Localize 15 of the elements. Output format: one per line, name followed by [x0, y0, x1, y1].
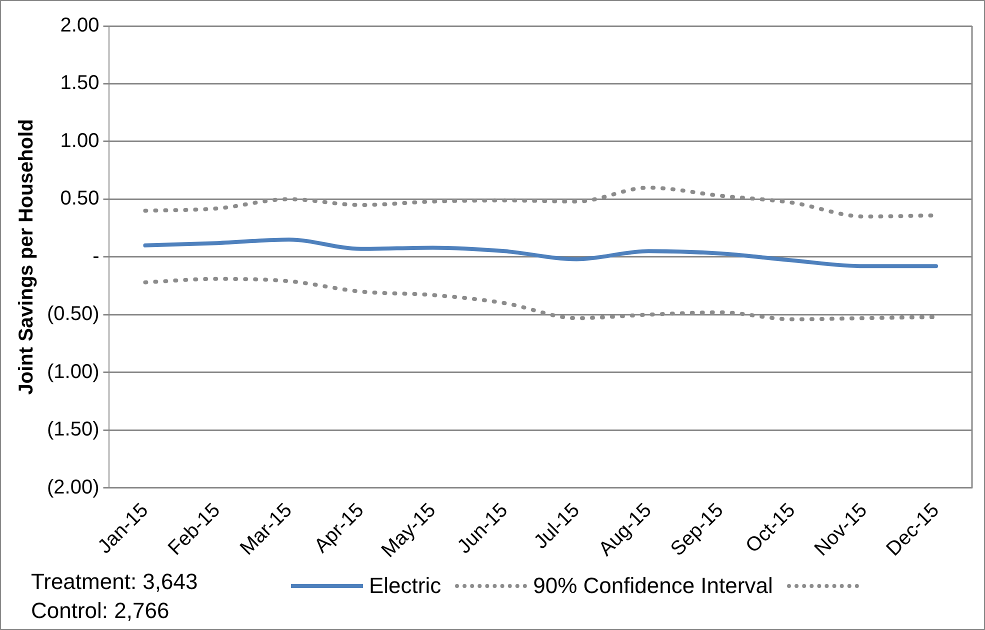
text: Control: 2,766: [31, 597, 170, 625]
y-tick-label: 1.00: [60, 130, 100, 152]
y-tick-label: -: [92, 245, 100, 268]
text: Treatment: 3,643: [31, 568, 198, 596]
line-series: [143, 238, 938, 268]
legend-label: 90% Confidence Interval: [533, 573, 773, 599]
y-tick-label: (1.50): [46, 418, 100, 441]
y-tick-label: 0.50: [60, 188, 100, 210]
legend-label: Electric: [369, 573, 442, 599]
y-tick-label: (0.50): [46, 303, 100, 326]
y-tick-label: 2.00: [60, 14, 100, 37]
y-axis-title: Joint Savings per Household: [16, 119, 38, 395]
y-tick-label: (2.00): [46, 476, 100, 498]
y-tick-label: (1.00): [46, 360, 100, 383]
y-tick-label: 1.50: [60, 72, 100, 94]
